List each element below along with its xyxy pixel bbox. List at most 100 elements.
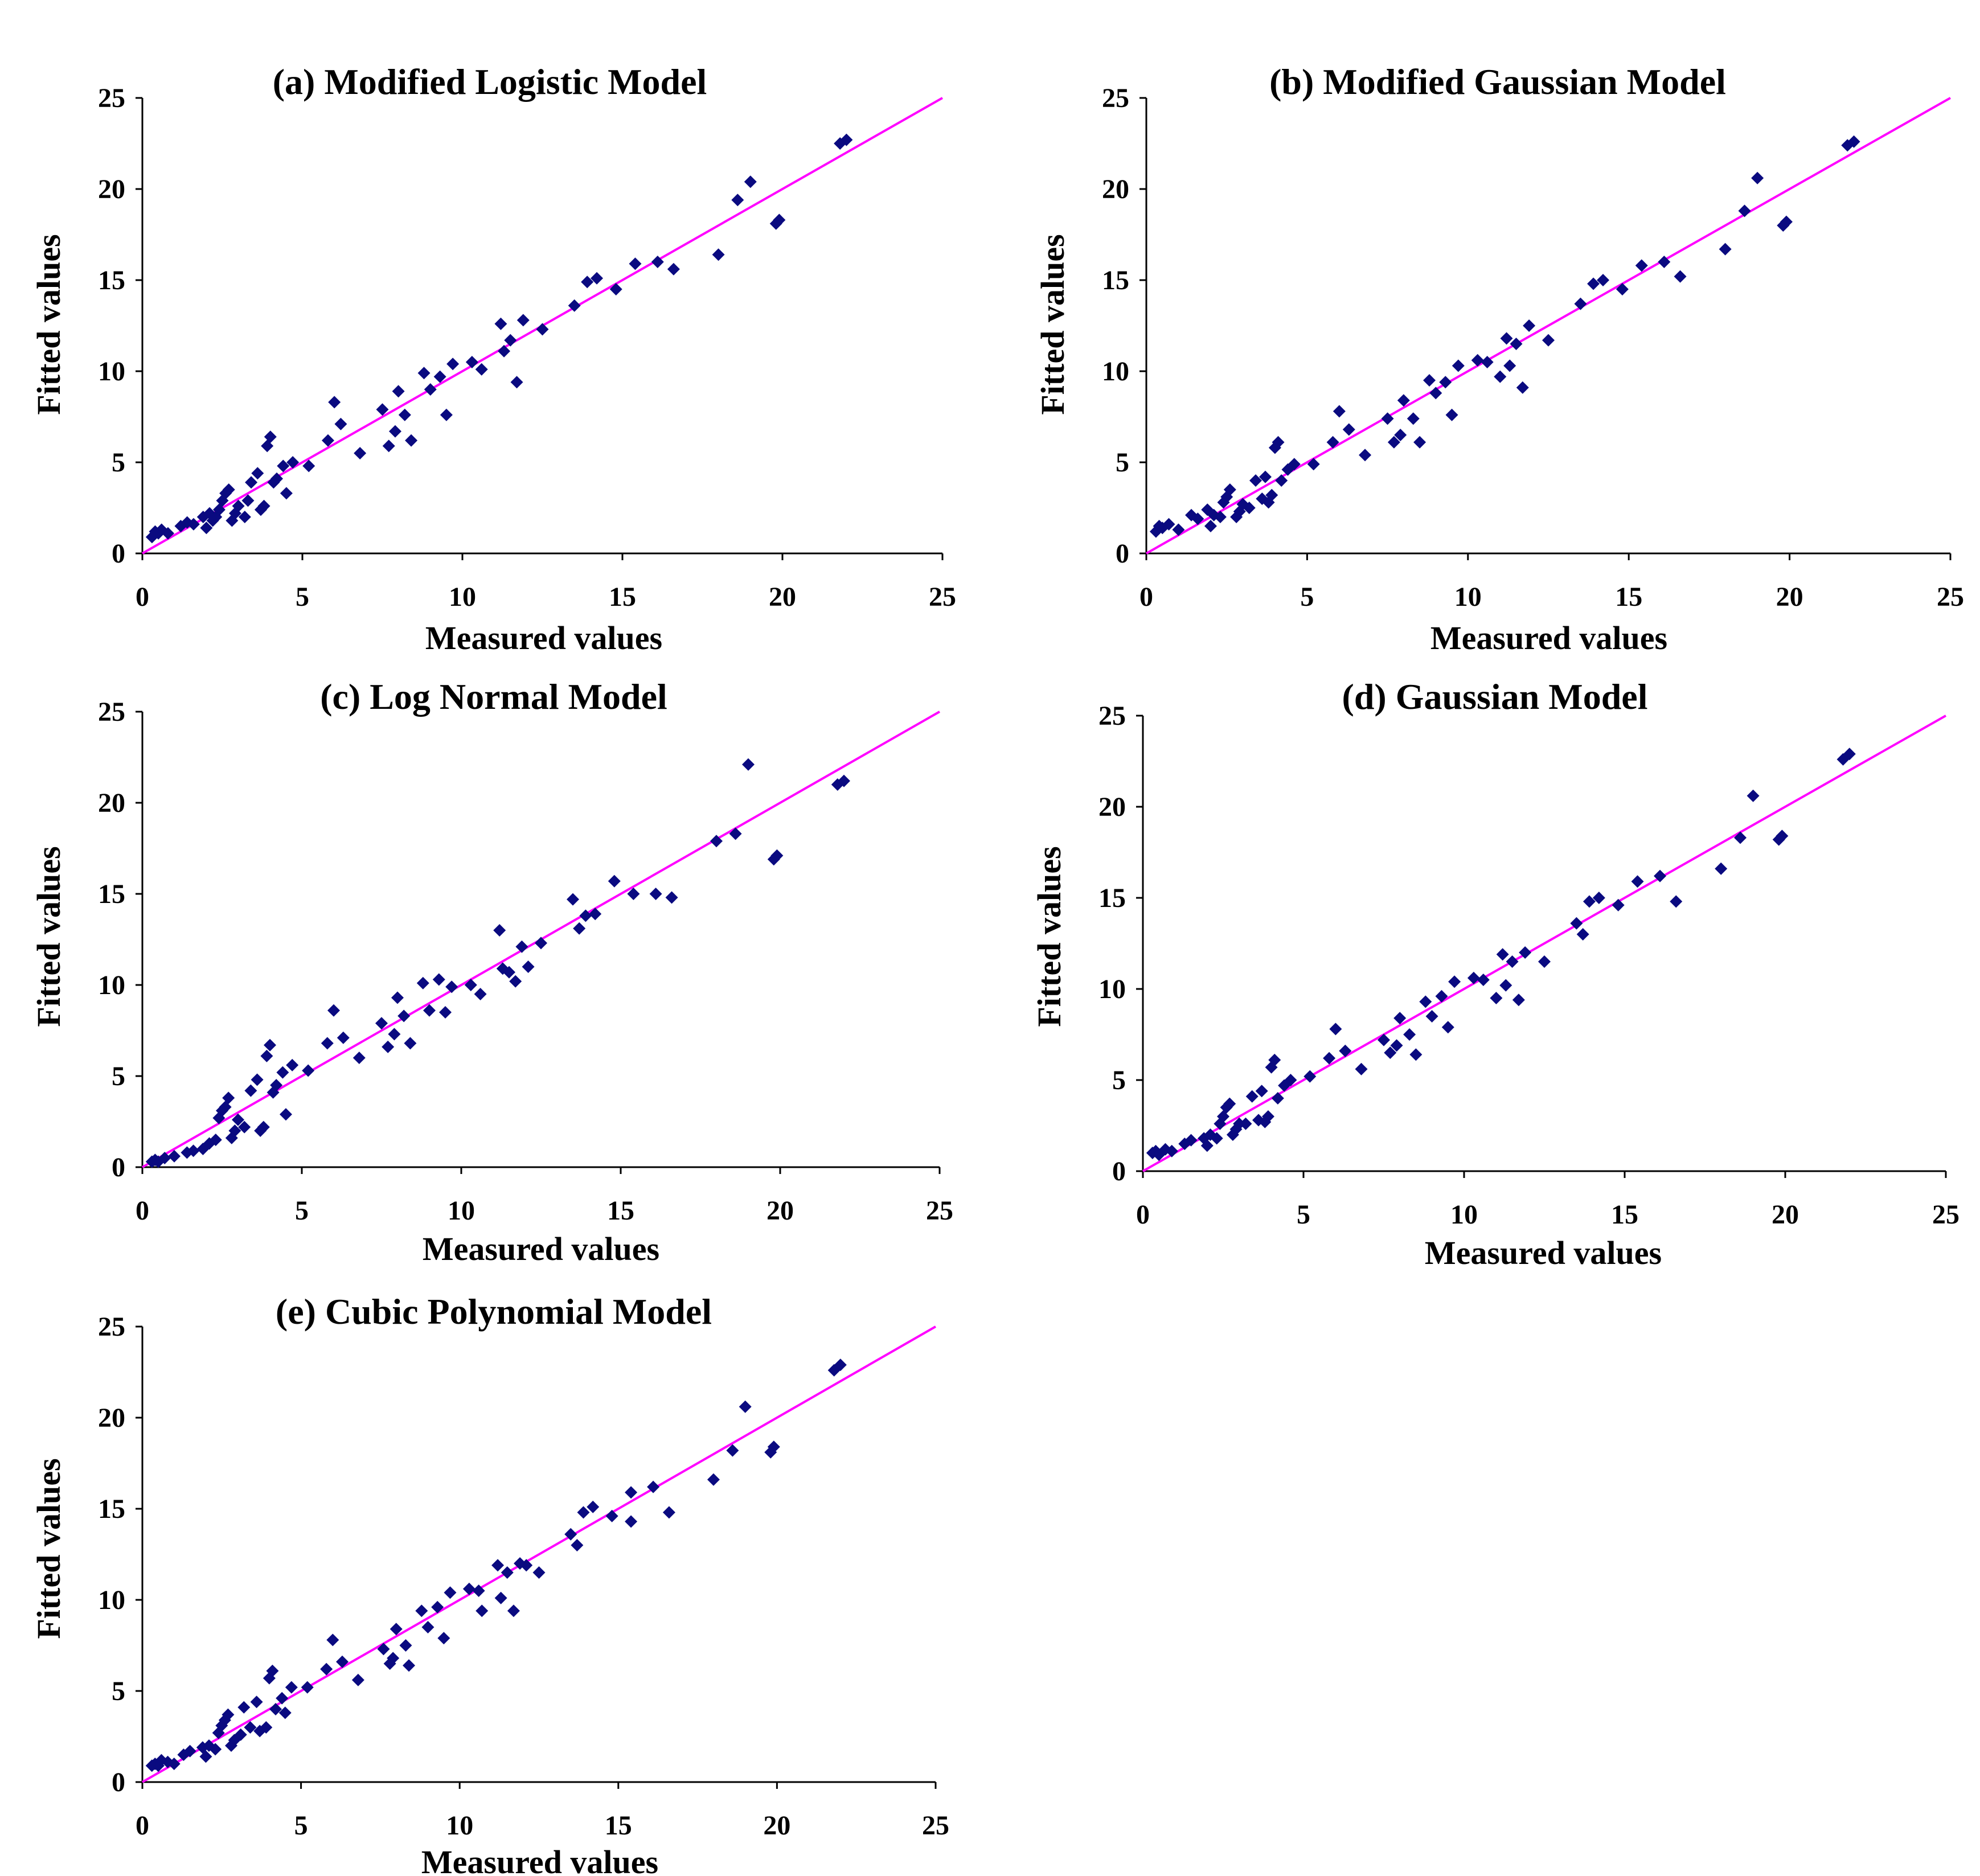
data-point <box>1776 830 1789 843</box>
data-point <box>647 1480 660 1493</box>
data-point <box>1519 946 1532 959</box>
data-point <box>376 403 389 416</box>
data-point <box>1255 1085 1268 1098</box>
x-tick-label: 20 <box>763 1811 790 1841</box>
data-point <box>712 248 725 261</box>
data-point <box>465 356 478 368</box>
data-point <box>767 1440 780 1454</box>
data-point <box>260 1721 273 1734</box>
data-point <box>1239 1117 1252 1130</box>
y-tick-label: 20 <box>1102 174 1129 204</box>
data-point <box>1445 408 1458 421</box>
data-point <box>629 257 642 270</box>
data-point <box>649 888 662 900</box>
data-point <box>280 1108 292 1121</box>
y-tick-label: 25 <box>1102 83 1129 113</box>
x-tick-label: 10 <box>1454 582 1482 612</box>
chart-e: (e) Cubic Polynomial Model Measured valu… <box>30 1291 949 1876</box>
data-point <box>1210 1132 1223 1145</box>
data-point <box>187 518 200 531</box>
data-point <box>1284 1074 1297 1086</box>
chart-a: (a) Modified Logistic Model Measured val… <box>30 61 956 656</box>
x-axis-label: Measured values <box>421 1844 658 1876</box>
data-point <box>1214 511 1227 523</box>
data-point <box>1378 1033 1390 1046</box>
y-tick-label: 10 <box>98 970 125 1000</box>
data-point <box>504 334 517 347</box>
data-point <box>334 417 347 430</box>
data-point <box>1258 470 1272 483</box>
data-point <box>264 430 277 444</box>
data-point <box>834 1358 847 1372</box>
data-point <box>269 1703 282 1715</box>
data-point <box>1339 1044 1352 1057</box>
data-point <box>446 358 460 371</box>
data-point <box>1397 394 1410 407</box>
data-point <box>1592 892 1605 904</box>
data-point <box>424 383 437 396</box>
data-point <box>199 1750 212 1763</box>
data-point <box>731 194 744 207</box>
data-point <box>382 1040 395 1053</box>
data-point <box>222 1708 235 1721</box>
data-point <box>1738 204 1751 217</box>
data-point <box>1409 1048 1423 1061</box>
data-point <box>433 370 446 383</box>
x-tick-label: 15 <box>607 1196 634 1226</box>
data-point <box>431 1600 444 1614</box>
data-point <box>1780 215 1793 228</box>
data-point <box>280 487 293 500</box>
data-point <box>474 988 487 1000</box>
x-tick-label: 20 <box>766 1196 794 1226</box>
data-point <box>840 133 853 146</box>
data-point <box>1612 898 1625 912</box>
data-point <box>1387 436 1400 449</box>
x-tick-label: 10 <box>446 1811 473 1841</box>
y-axis-label: Fitted values <box>30 1458 67 1639</box>
y-tick-label: 5 <box>1116 448 1129 478</box>
data-point <box>1439 376 1452 389</box>
data-point <box>1500 332 1513 345</box>
data-point <box>423 1004 436 1017</box>
y-tick-label: 25 <box>98 83 125 113</box>
data-point <box>1419 995 1432 1008</box>
data-point <box>1272 436 1285 449</box>
data-point <box>1323 1052 1336 1065</box>
data-point <box>234 1728 247 1741</box>
data-point <box>286 456 300 469</box>
data-point <box>327 1004 340 1017</box>
data-point <box>773 214 786 227</box>
y-tick-label: 25 <box>98 697 125 727</box>
data-point <box>285 1681 298 1694</box>
data-point <box>1670 895 1683 908</box>
y-tick-label: 0 <box>112 1152 125 1183</box>
data-point <box>1843 748 1856 761</box>
chart-title: (d) Gaussian Model <box>1342 676 1648 717</box>
x-tick-label: 15 <box>1615 582 1642 612</box>
data-point <box>1275 474 1288 487</box>
data-point <box>1587 277 1600 290</box>
data-point <box>404 1037 417 1050</box>
data-point <box>1394 429 1407 441</box>
data-point <box>1658 256 1671 268</box>
x-tick-label: 10 <box>449 582 476 612</box>
data-point <box>520 1559 533 1572</box>
data-point <box>388 425 401 438</box>
data-point <box>1303 1070 1317 1083</box>
data-point <box>770 849 784 862</box>
x-tick-label: 5 <box>295 1196 309 1226</box>
x-tick-label: 10 <box>448 1196 475 1226</box>
data-point <box>1506 955 1519 968</box>
data-point <box>432 973 445 986</box>
data-point <box>286 1058 299 1072</box>
chart-c: (c) Log Normal Model Measured values Fit… <box>30 676 953 1267</box>
y-tick-label: 0 <box>112 1767 125 1797</box>
x-tick-label: 15 <box>1611 1200 1638 1230</box>
data-point <box>1481 356 1494 368</box>
data-point <box>503 966 515 979</box>
data-point <box>1654 869 1667 882</box>
data-point <box>1448 975 1461 988</box>
data-point <box>1333 405 1346 418</box>
data-point <box>421 1621 434 1633</box>
